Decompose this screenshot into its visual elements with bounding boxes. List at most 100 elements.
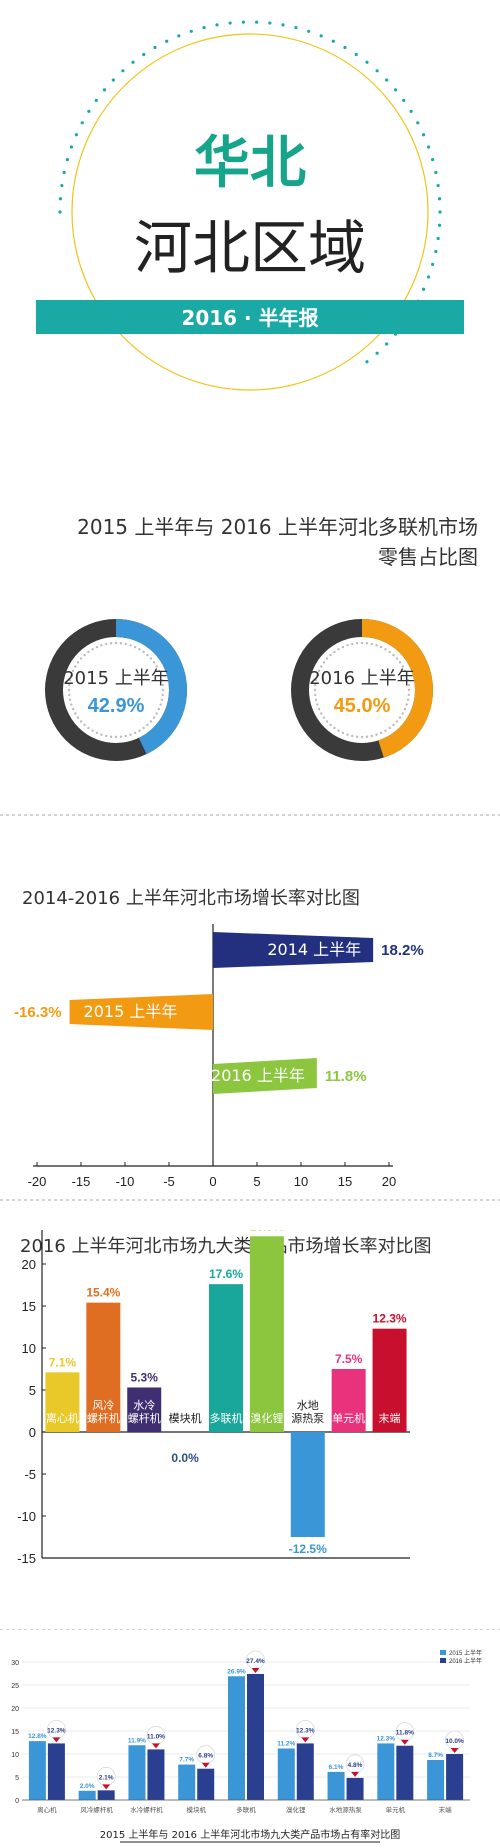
- ring-dot: [431, 262, 435, 266]
- market-share-chart: 05101520253012.8%12.3%离心机2.0%2.1%风冷螺杆机11…: [11, 1650, 470, 1814]
- donut-inner-dot-fill: [355, 642, 359, 645]
- donut-inner-dot-fill: [91, 648, 94, 651]
- donut-inner-dot-fill: [157, 707, 161, 711]
- y-tick-label: 20: [11, 1706, 19, 1713]
- year-banner: [36, 300, 464, 334]
- donut-inner-dot-fill: [114, 641, 118, 645]
- donut-inner-dot-fill: [333, 650, 336, 654]
- category-label: 末端: [439, 1805, 453, 1814]
- donut-inner-dot-fill: [142, 650, 145, 654]
- ring-dot: [375, 351, 379, 355]
- y-tick-label: 5: [15, 1775, 19, 1782]
- area-title: 河北区域: [134, 214, 366, 282]
- category-label: 多联机: [236, 1805, 256, 1814]
- donut-inner-dot-fill: [392, 723, 395, 727]
- growth-bar-label: 2015 上半年: [84, 1002, 178, 1021]
- category-label: 风冷螺杆机: [80, 1805, 113, 1814]
- donut-inner-dot-fill: [314, 683, 317, 687]
- donut-inner-dot-fill: [403, 707, 407, 711]
- ring-dot: [437, 223, 442, 227]
- ring-dot: [87, 109, 91, 113]
- share-marker: [52, 1737, 61, 1743]
- share-bar: [377, 1743, 395, 1800]
- share-marker: [301, 1737, 310, 1743]
- ring-dot: [434, 170, 438, 175]
- donut-inner-dot-fill: [325, 657, 329, 660]
- category-label: 水地源热泵: [329, 1805, 362, 1814]
- donut-inner-dot-fill: [329, 653, 332, 657]
- ring-dot: [241, 20, 245, 24]
- donut-label: 2015 上半年: [63, 668, 169, 689]
- donut-inner-dot-fill: [155, 665, 158, 668]
- donut-inner-dot-fill: [320, 665, 323, 668]
- y-tick-label: 25: [11, 1683, 19, 1690]
- share-marker: [450, 1748, 459, 1753]
- donut-inner-dot-fill: [124, 642, 127, 646]
- donut-inner-dot-fill: [109, 642, 113, 645]
- share-bar: [147, 1749, 165, 1800]
- y-tick-label: -15: [17, 1551, 36, 1566]
- donut-inner-dot-fill: [149, 720, 153, 723]
- category-label: 水冷螺杆机: [130, 1805, 163, 1814]
- growth-bar-label: 2014 上半年: [267, 940, 361, 959]
- ring-dot: [202, 26, 206, 30]
- category-value: 12.3%: [373, 1312, 407, 1326]
- donut-inner-dot-fill: [161, 683, 164, 687]
- donut-inner-dot-fill: [152, 716, 156, 719]
- donut-inner-dot-fill: [105, 734, 108, 738]
- donut-inner-dot-fill: [337, 648, 340, 651]
- donut-inner-dot-fill: [398, 661, 402, 664]
- y-tick-label: 0: [29, 1425, 36, 1440]
- donut-inner-dot-fill: [68, 693, 71, 697]
- section3-title: 2016 上半年河北市场九大类产品市场增长率对比图: [20, 1236, 432, 1257]
- category-label: 模块机: [169, 1411, 202, 1425]
- share-bar: [446, 1754, 464, 1800]
- share-value: 2.1%: [99, 1774, 114, 1781]
- category-bar: [86, 1302, 121, 1432]
- category-label: 离心机: [46, 1411, 79, 1425]
- category-label: 多联机: [210, 1411, 243, 1425]
- donut-inner-dot-fill: [161, 688, 165, 692]
- donut-inner-dot-fill: [71, 669, 75, 673]
- share-bar: [346, 1777, 364, 1800]
- share-value: 12.8%: [28, 1733, 47, 1740]
- y-tick-label: 5: [29, 1383, 36, 1398]
- ring-dot: [189, 29, 193, 33]
- ring-dot: [402, 98, 406, 102]
- ring-dot: [165, 39, 169, 43]
- donut-inner-dot-fill: [384, 648, 387, 651]
- donut-value: 42.9%: [88, 695, 145, 717]
- hero-header: 华北 河北区域 2016 · 半年报: [36, 20, 464, 391]
- donut-inner-dot-fill: [68, 683, 71, 687]
- category-value: -12.5%: [289, 1542, 327, 1556]
- share-value: 6.8%: [198, 1753, 213, 1760]
- donut-inner-dot-fill: [83, 653, 86, 657]
- ring-dot: [65, 158, 69, 162]
- growth-bar-value: -16.3%: [14, 1004, 62, 1021]
- donut-inner-dot-fill: [83, 723, 86, 727]
- x-tick-label: -5: [163, 1174, 175, 1189]
- category-label: 螺杆机: [128, 1411, 161, 1425]
- donut-inner-dot-fill: [322, 716, 326, 719]
- ring-dot: [319, 34, 323, 38]
- share-bar: [247, 1673, 264, 1800]
- ring-dot: [436, 183, 440, 188]
- category-growth-chart: -15-10-505101520257.1%离心机15.4%风冷螺杆机5.3%水…: [17, 1230, 410, 1566]
- donut-inner-dot-fill: [360, 641, 364, 645]
- ring-dot: [80, 121, 84, 125]
- donut-inner-dot-fill: [370, 734, 373, 738]
- donut-slice: [291, 619, 433, 761]
- ring-dot: [331, 39, 335, 43]
- donut-inner-dot-fill: [320, 712, 323, 715]
- category-bar: [249, 1236, 284, 1432]
- donut-inner-dot-fill: [87, 650, 90, 654]
- ring-dot: [343, 45, 347, 50]
- share-value: 27.4%: [246, 1658, 265, 1665]
- donut-inner-dot-fill: [161, 693, 164, 697]
- ring-dot: [438, 210, 442, 214]
- donut-inner-dot-fill: [149, 657, 153, 660]
- growth-bar: [213, 1058, 317, 1094]
- category-value: 23.3%: [250, 1230, 284, 1233]
- ring-dot: [153, 45, 157, 50]
- share-bar: [197, 1768, 215, 1800]
